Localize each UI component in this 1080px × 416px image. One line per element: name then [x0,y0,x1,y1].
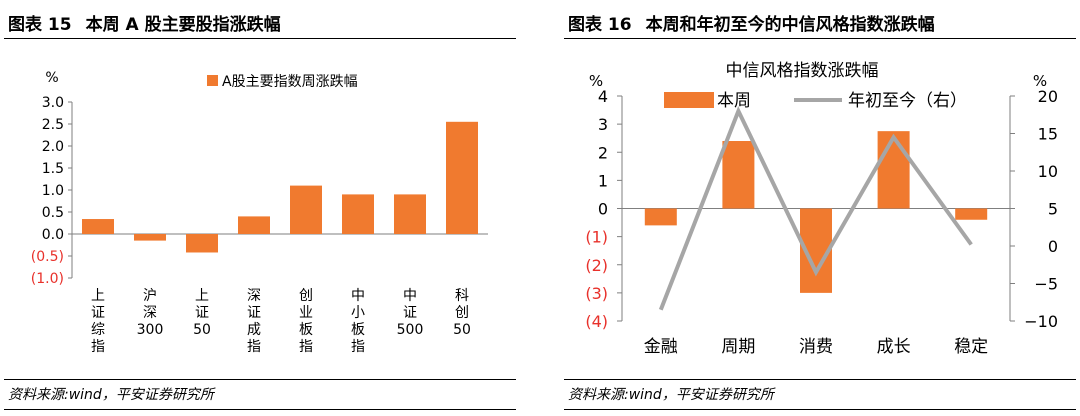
figure-16-number: 图表 16 [568,15,632,35]
figure-16-title-text: 本周和年初至今的中信风格指数涨跌幅 [645,15,935,35]
title-rule [564,38,1076,39]
bar [238,216,270,234]
right-axis-unit: % [1033,72,1047,90]
y-axis-unit: % [45,70,58,86]
bar [342,194,374,234]
x-category-label: 稳定 [954,337,988,357]
right-y-tick-label: 10 [1038,162,1058,181]
x-category-label: 成长 [877,337,911,357]
chart-16: 中信风格指数涨跌幅% % (4) (3) (2) (1) 0 1 2 3 4 −10 −5 0 5 10 15 2… [585,61,1058,357]
bar [644,208,677,226]
left-y-tick-label: 0 [598,200,608,219]
figure-15-title-text: 本周 A 股主要股指涨跌幅 [85,15,281,35]
left-axis-unit: % [589,72,603,90]
bar [290,185,322,234]
right-y-tick-label: 20 [1038,87,1058,106]
y-tick-label: (1.0) [31,271,64,287]
left-y-tick-label: 3 [598,115,608,134]
left-y-tick-label: 1 [598,171,608,190]
x-category-label: 创业板指 [299,288,313,355]
x-category-label: 中小板指 [351,288,365,355]
y-tick-label: (0.5) [31,249,64,265]
left-y-tick-label: (3) [585,284,608,303]
legend-bar-label: 本周 [717,91,751,111]
x-category-label: 深证成指 [247,288,261,355]
y-tick-label: 2.5 [42,117,64,133]
x-category-label: 沪深 300 [137,288,164,338]
x-category-label: 上证 50 [193,288,211,338]
y-tick-label: 1.5 [42,161,64,177]
x-category-label: 科创 50 [453,288,471,338]
bottom-rule [4,409,516,410]
bar [722,141,755,209]
figure-16-title: 图表 16 本周和年初至今的中信风格指数涨跌幅 [568,10,949,35]
y-tick-label: 0.0 [42,227,64,243]
chart-15: % (1.0) (0.5) 0.0 0.5 1.0 1.5 2.0 2.5 3.0 上证综指 沪深 30… [31,70,488,355]
chart-title: 中信风格指数涨跌幅 [726,61,879,81]
legend-bar-swatch [664,92,714,108]
figure-16-panel: 图表 16 本周和年初至今的中信风格指数涨跌幅 中信风格指数涨跌幅%% (4) (3)… [560,0,1080,416]
left-y-tick-label: (1) [585,228,608,247]
bar [82,219,114,234]
y-tick-label: 1.0 [42,183,64,199]
y-tick-label: 2.0 [42,139,64,155]
left-y-tick-label: (2) [585,256,608,275]
x-category-label: 周期 [721,337,755,357]
bottom-rule [564,409,1076,410]
legend-swatch [207,75,218,86]
y-tick-label: 0.5 [42,205,64,221]
right-y-tick-label: −5 [1034,275,1058,294]
source-rule [564,379,1076,380]
bar [186,234,218,253]
x-category-label: 金融 [644,337,678,357]
source-rule [4,379,516,380]
x-category-label: 消费 [799,337,833,357]
x-category-label: 中证 500 [397,288,424,338]
left-y-tick-label: 2 [598,143,608,162]
legend-line-label: 年初至今（右） [848,91,967,111]
x-category-label: 上证综指 [91,288,105,355]
legend-label: A股主要指数周涨跌幅 [222,74,358,90]
right-y-tick-label: 5 [1048,200,1058,219]
title-rule [4,38,516,39]
bar [955,208,988,220]
bar [877,131,910,209]
bar [394,194,426,234]
y-tick-label: 3.0 [42,95,64,111]
bar [134,234,166,241]
bar [446,121,478,234]
right-y-tick-label: 0 [1048,237,1058,256]
figure-15-panel: 图表 15 本周 A 股主要股指涨跌幅 % (1.0) (0.5) 0.0 0.5 1.0 1… [0,0,520,416]
figure-16-source: 资料来源:wind，平安证券研究所 [568,387,774,403]
figure-15-number: 图表 15 [8,15,72,35]
left-y-tick-label: (4) [585,312,608,331]
figure-15-title: 图表 15 本周 A 股主要股指涨跌幅 [8,10,295,35]
left-y-tick-label: 4 [598,87,608,106]
right-y-tick-label: 15 [1038,125,1058,144]
figure-15-source: 资料来源:wind，平安证券研究所 [8,387,214,403]
right-y-tick-label: −10 [1024,312,1058,331]
